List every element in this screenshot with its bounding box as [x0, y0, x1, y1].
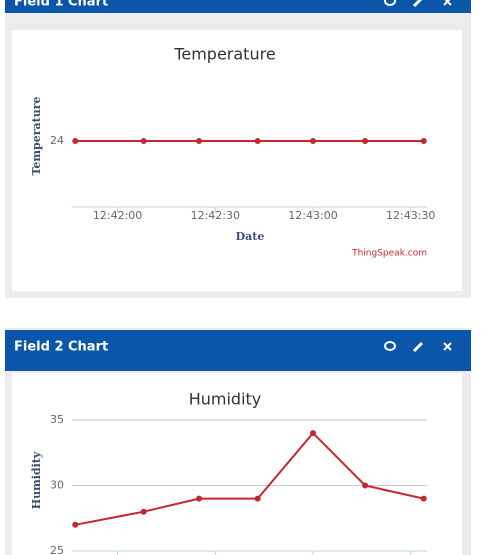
chart-area: [12, 373, 462, 555]
comment-icon[interactable]: [384, 0, 396, 6]
data-point: [196, 138, 203, 144]
y-axis-label: Temperature: [30, 96, 43, 175]
data-point: [72, 521, 79, 528]
chart-title: Humidity: [189, 390, 262, 409]
data-point: [140, 138, 147, 144]
panel-title: Field 1 Chart: [14, 0, 108, 10]
panel-icons: [384, 341, 452, 353]
panel-header: [5, 0, 471, 13]
y-tick-label: 30: [50, 479, 64, 492]
y-tick-label: 35: [50, 413, 64, 426]
y-tick-label: 24: [50, 134, 64, 147]
data-point: [420, 495, 427, 502]
panel-icons: [384, 0, 452, 8]
data-point: [310, 430, 317, 437]
close-icon[interactable]: [443, 0, 452, 6]
chart-area: [12, 30, 462, 291]
panel-header: [5, 330, 471, 371]
chart-title: Temperature: [173, 45, 275, 64]
data-point: [420, 138, 427, 144]
edit-icon[interactable]: [412, 0, 423, 8]
data-point: [254, 495, 261, 502]
x-axis-label: Date: [236, 230, 265, 243]
x-tick-label: 12:42:30: [191, 209, 240, 222]
credit: ThingSpeak.com: [351, 249, 427, 259]
x-tick-label: 12:43:30: [386, 209, 435, 222]
data-point: [310, 138, 317, 144]
data-point: [140, 508, 147, 515]
data-point: [196, 495, 203, 502]
data-point: [362, 482, 369, 489]
x-tick-label: 12:42:00: [93, 209, 142, 222]
data-point: [362, 138, 369, 144]
y-axis-label: Humidity: [30, 451, 43, 509]
data-point: [254, 138, 261, 144]
edit-icon[interactable]: [412, 341, 424, 353]
panel-title: Field 2 Chart: [14, 340, 108, 355]
comment-icon[interactable]: [384, 341, 396, 351]
close-icon[interactable]: [443, 342, 452, 351]
x-tick-label: 12:43:00: [288, 209, 337, 222]
data-point: [72, 138, 79, 144]
y-tick-label: 25: [50, 544, 64, 555]
